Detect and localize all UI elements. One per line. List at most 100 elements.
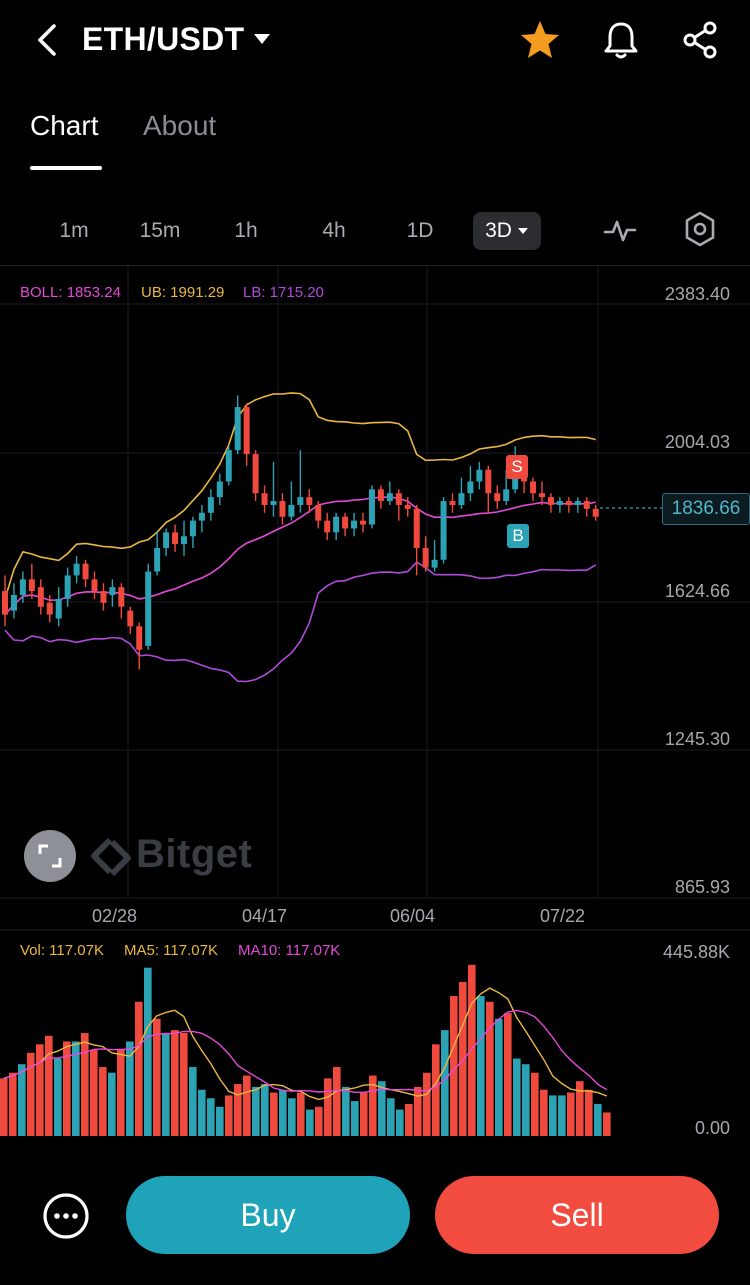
candlestick-chart[interactable] xyxy=(0,266,750,1136)
interval-15m[interactable]: 15m xyxy=(139,219,181,242)
sell-marker[interactable]: S xyxy=(506,455,528,479)
pair-title: ETH/USDT xyxy=(82,21,245,57)
candle-body xyxy=(386,493,393,502)
candle-body xyxy=(2,591,8,615)
interval-1h[interactable]: 1h xyxy=(234,219,258,242)
star-icon[interactable] xyxy=(516,16,564,64)
candle-body xyxy=(279,501,286,517)
vol-max-label: 445.88K xyxy=(662,942,730,962)
volume-ma-lines xyxy=(3,987,608,1101)
share-icon[interactable] xyxy=(676,16,724,64)
lb-value: LB: 1715.20 xyxy=(243,284,324,301)
candle-body xyxy=(404,504,411,509)
candle-body xyxy=(118,587,125,607)
volume-bar xyxy=(297,1092,305,1136)
candle-body xyxy=(467,481,474,494)
candle-body xyxy=(181,536,187,545)
volume-bar xyxy=(99,1067,107,1136)
y-tick-label: 1624.66 xyxy=(664,581,730,601)
interval-4h[interactable]: 4h xyxy=(322,219,346,242)
tab-about[interactable]: About xyxy=(143,110,217,141)
candle-body xyxy=(440,501,447,560)
candle-body xyxy=(395,493,402,505)
candle-body xyxy=(252,454,259,494)
more-icon[interactable] xyxy=(42,1192,90,1240)
candle-body xyxy=(583,501,590,509)
header: ETH/USDT xyxy=(0,0,750,80)
volume-bar xyxy=(207,1098,215,1136)
interval-1d[interactable]: 1D xyxy=(406,219,434,242)
candle-body xyxy=(422,548,429,568)
current-price-tag: 1836.66 xyxy=(662,493,750,525)
indicator-icon[interactable] xyxy=(602,212,638,248)
bitget-logo-icon xyxy=(91,837,131,877)
candle-body xyxy=(431,559,438,568)
x-tick-label: 04/17 xyxy=(242,906,288,926)
buy-button[interactable]: Buy xyxy=(126,1176,410,1254)
tab-chart[interactable]: Chart xyxy=(30,110,99,141)
volume-bar xyxy=(333,1067,341,1136)
buy-marker[interactable]: B xyxy=(507,524,529,548)
candle-body xyxy=(127,610,134,627)
volume-bar xyxy=(423,1072,431,1136)
volume-bar xyxy=(585,1089,593,1136)
candle-body xyxy=(163,532,170,549)
candle-body xyxy=(64,575,71,599)
candle-body xyxy=(315,504,322,521)
y-tick-label: 1245.30 xyxy=(664,729,730,749)
back-icon[interactable] xyxy=(28,18,68,62)
volume-bar xyxy=(459,981,467,1136)
candle-body xyxy=(458,493,465,505)
x-tick-label: 02/28 xyxy=(92,906,138,926)
pair-selector[interactable]: ETH/USDT xyxy=(82,18,272,60)
candle-body xyxy=(198,512,205,521)
candle-body xyxy=(324,520,331,533)
candle-body xyxy=(297,497,304,505)
candle-body xyxy=(485,469,492,494)
volume-bar xyxy=(117,1050,125,1136)
volume-bar xyxy=(216,1106,224,1136)
volume-bar xyxy=(162,1032,170,1136)
bell-icon[interactable] xyxy=(597,16,645,64)
volume-bar xyxy=(567,1092,575,1136)
candle-body xyxy=(333,516,340,533)
volume-bar xyxy=(414,1086,422,1136)
volume-bar xyxy=(243,1075,251,1136)
boll-value: BOLL: 1853.24 xyxy=(20,284,121,301)
candle-body xyxy=(449,501,456,505)
candle-body xyxy=(574,501,581,505)
sell-button[interactable]: Sell xyxy=(435,1176,719,1254)
volume-bar xyxy=(63,1041,71,1136)
volume-bar xyxy=(351,1101,359,1136)
candle-body xyxy=(19,579,26,595)
interval-1m[interactable]: 1m xyxy=(59,219,89,242)
settings-icon[interactable] xyxy=(682,210,718,248)
candle-body xyxy=(216,481,223,498)
interval-3d[interactable]: 3D xyxy=(473,212,541,250)
volume-bar xyxy=(306,1109,314,1136)
volume-bar xyxy=(261,1084,269,1136)
candle-body xyxy=(225,450,232,482)
fullscreen-icon[interactable] xyxy=(24,830,76,882)
ma5-value: MA5: 117.07K xyxy=(124,942,218,959)
candle-body xyxy=(55,598,62,619)
candle-body xyxy=(243,407,250,455)
x-tick-label: 07/22 xyxy=(540,906,586,926)
volume-bar xyxy=(576,1081,584,1136)
candle-body xyxy=(368,489,375,525)
candle-body xyxy=(476,469,483,482)
candle-body xyxy=(351,520,358,529)
volume-bar xyxy=(558,1095,566,1136)
candle-body xyxy=(109,587,116,595)
candle-body xyxy=(189,520,196,537)
volume-bar xyxy=(504,1013,512,1136)
candle-body xyxy=(82,563,89,580)
volume-bar xyxy=(27,1052,35,1136)
candle-body xyxy=(530,481,537,494)
candle-body xyxy=(306,497,313,505)
candle-body xyxy=(592,508,599,517)
middle-band-line xyxy=(4,496,596,616)
candle-body xyxy=(270,501,277,505)
vol-value: Vol: 117.07K xyxy=(20,942,104,959)
candles xyxy=(2,395,599,670)
